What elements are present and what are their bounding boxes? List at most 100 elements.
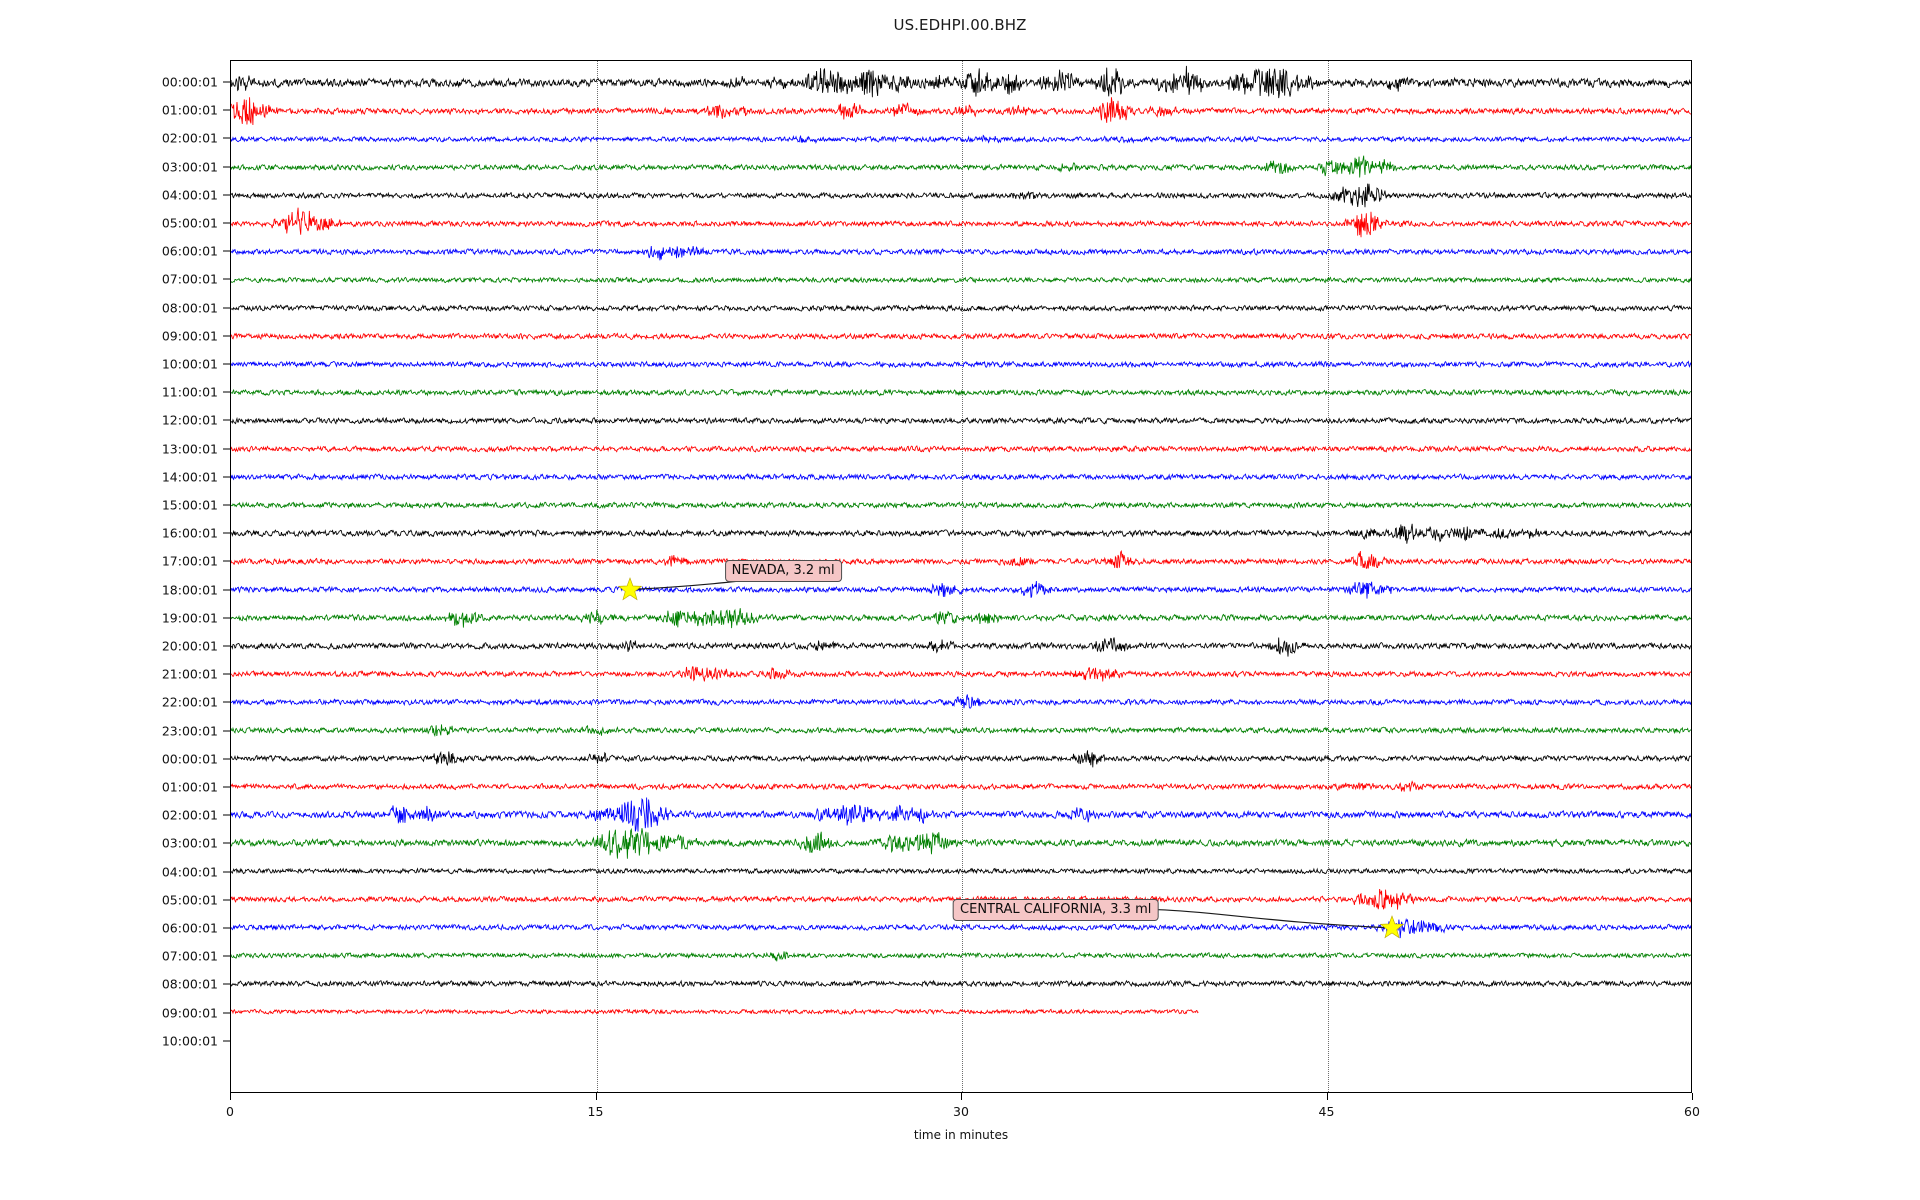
y-axis-labels: 00:00:01 01:00:01 02:00:01 03:00:01 04:00:01…: [90, 60, 218, 1093]
trace-row-30: [231, 917, 1691, 939]
x-tick-60: [1692, 1093, 1693, 1100]
trace-row-14: [231, 473, 1691, 482]
y-tick-31: [223, 955, 230, 957]
y-tick-26: [223, 814, 230, 816]
y-tick-3: [223, 166, 230, 168]
y-tick-22: [223, 701, 230, 703]
y-tick-30: [223, 927, 230, 929]
y-tick-2: [223, 137, 230, 139]
y-tick-15: [223, 504, 230, 506]
x-axis-label-0: 0: [226, 1104, 234, 1119]
trace-row-25: [231, 780, 1691, 792]
y-axis-label-24: 00:00:01: [161, 751, 218, 767]
y-tick-29: [223, 899, 230, 901]
y-tick-0: [223, 81, 230, 83]
trace-row-8: [231, 304, 1691, 313]
grid-line-15: [596, 61, 598, 1092]
x-axis-label-45: 45: [1318, 1104, 1335, 1119]
page-title: US.EDHPI.00.BHZ: [893, 16, 1027, 34]
y-tick-27: [223, 842, 230, 844]
y-axis-label-31: 07:00:01: [161, 948, 218, 964]
trace-row-27: [231, 827, 1691, 859]
trace-row-0: [231, 65, 1691, 99]
y-tick-4: [223, 194, 230, 196]
y-axis-label-0: 00:00:01: [161, 74, 218, 90]
y-axis-label-20: 20:00:01: [161, 638, 218, 654]
y-axis-label-18: 18:00:01: [161, 582, 218, 598]
y-axis-label-7: 07:00:01: [161, 271, 218, 287]
y-axis-label-17: 17:00:01: [161, 553, 218, 569]
plot-area: [230, 60, 1692, 1093]
y-axis-label-30: 06:00:01: [161, 920, 218, 936]
y-axis-label-33: 09:00:01: [161, 1005, 218, 1021]
y-axis-label-4: 04:00:01: [161, 187, 218, 203]
seismic-traces: [231, 65, 1691, 1015]
annotation-label-1[interactable]: CENTRAL CALIFORNIA, 3.3 ml: [953, 898, 1159, 921]
y-axis-label-27: 03:00:01: [161, 835, 218, 851]
y-axis-label-1: 01:00:01: [161, 102, 218, 118]
annotation-label-0[interactable]: NEVADA, 3.2 ml: [724, 560, 842, 583]
y-axis-label-16: 16:00:01: [161, 525, 218, 541]
trace-row-6: [231, 246, 1691, 261]
x-tick-0: [230, 1093, 231, 1100]
y-axis-label-32: 08:00:01: [161, 976, 218, 992]
x-axis-label-60: 60: [1684, 1104, 1700, 1119]
y-tick-12: [223, 419, 230, 421]
trace-row-21: [231, 666, 1691, 682]
grid-line-30: [962, 61, 963, 1092]
trace-row-33: [231, 1008, 1199, 1015]
trace-row-11: [231, 388, 1691, 397]
x-axis-label-30: 30: [953, 1104, 969, 1119]
y-axis-label-3: 03:00:01: [161, 159, 218, 175]
x-tick-30: [961, 1093, 962, 1100]
trace-row-1: [231, 97, 1691, 125]
earthquake-star-icon-0[interactable]: [617, 576, 643, 603]
y-tick-6: [223, 250, 230, 252]
y-tick-24: [223, 758, 230, 760]
y-axis-label-26: 02:00:01: [161, 807, 218, 823]
y-tick-1: [223, 109, 230, 111]
x-axis-title: time in minutes: [913, 1128, 1009, 1142]
y-axis-label-15: 15:00:01: [161, 497, 218, 513]
trace-row-23: [231, 724, 1691, 737]
y-tick-11: [223, 391, 230, 393]
x-axis-label-15: 15: [587, 1104, 604, 1119]
trace-row-18: [231, 580, 1691, 599]
trace-row-31: [231, 951, 1691, 962]
trace-row-5: [231, 207, 1691, 238]
y-axis-label-13: 13:00:01: [161, 441, 218, 457]
y-axis-label-9: 09:00:01: [161, 328, 218, 344]
trace-row-22: [231, 694, 1691, 709]
y-axis-label-21: 21:00:01: [161, 666, 218, 682]
y-tick-28: [223, 871, 230, 873]
trace-row-7: [231, 276, 1691, 284]
x-tick-15: [595, 1093, 597, 1100]
trace-row-17: [231, 549, 1691, 569]
earthquake-star-icon-1[interactable]: [1379, 915, 1405, 941]
y-axis-label-25: 01:00:01: [161, 779, 218, 795]
trace-row-32: [231, 979, 1691, 988]
y-axis-label-2: 02:00:01: [161, 130, 218, 146]
y-axis-label-23: 23:00:01: [161, 723, 218, 739]
y-tick-17: [223, 560, 230, 562]
y-tick-34: [223, 1040, 230, 1042]
y-axis-label-14: 14:00:01: [161, 469, 218, 485]
y-tick-19: [223, 617, 230, 619]
y-axis-label-8: 08:00:01: [161, 300, 218, 316]
y-axis-label-12: 12:00:01: [161, 412, 218, 428]
y-tick-16: [223, 532, 230, 534]
y-tick-21: [223, 673, 230, 675]
y-tick-20: [223, 645, 230, 647]
trace-row-24: [231, 750, 1691, 768]
y-axis-label-10: 10:00:01: [161, 356, 218, 372]
y-axis-label-34: 10:00:01: [161, 1033, 218, 1049]
x-tick-45: [1326, 1093, 1328, 1100]
y-tick-10: [223, 363, 230, 365]
y-tick-18: [223, 589, 230, 591]
y-axis-label-5: 05:00:01: [161, 215, 218, 231]
y-axis-label-29: 05:00:01: [161, 892, 218, 908]
trace-row-2: [231, 134, 1691, 145]
y-axis-label-19: 19:00:01: [161, 610, 218, 626]
trace-row-26: [231, 797, 1691, 832]
grid-line-45: [1327, 61, 1329, 1092]
